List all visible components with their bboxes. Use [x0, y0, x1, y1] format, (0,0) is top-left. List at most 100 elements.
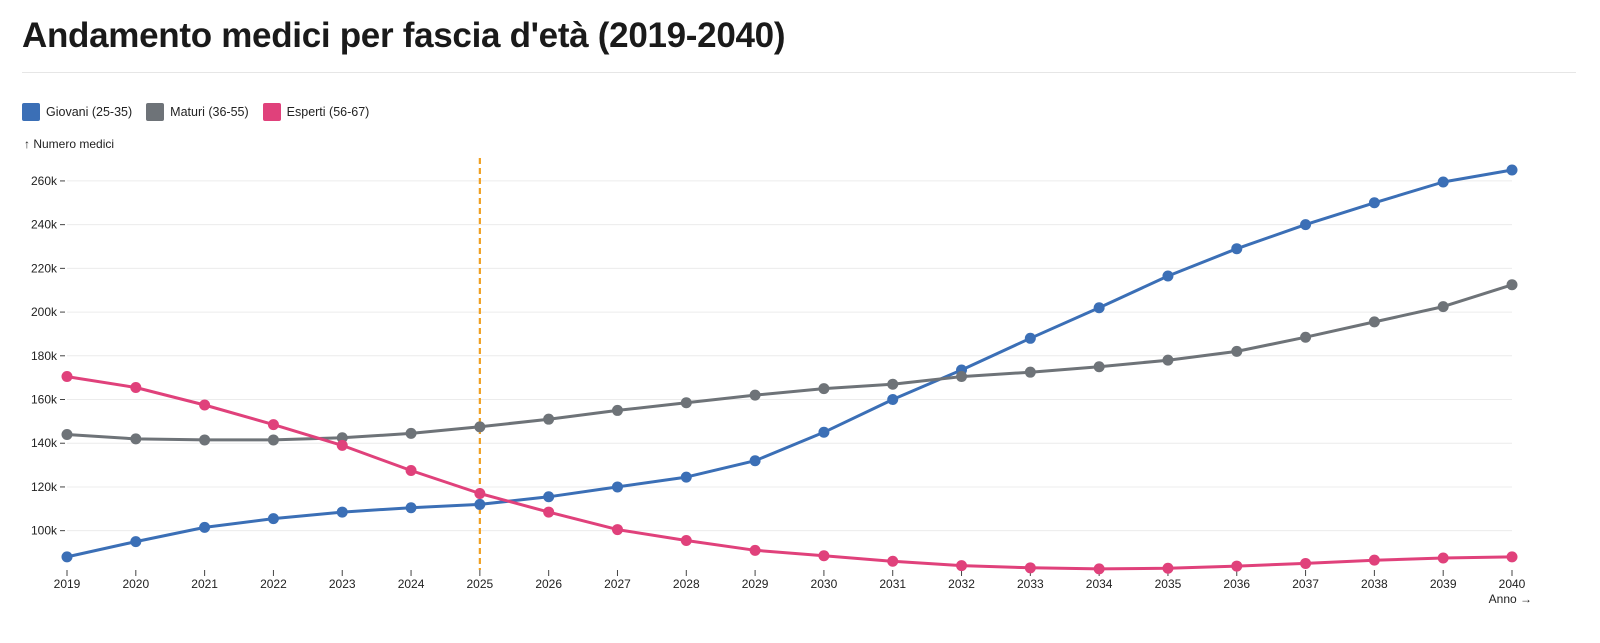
series-line-giovani	[65, 168, 1514, 559]
data-point-esperti-2025	[474, 487, 486, 499]
data-point-giovani-2027	[611, 481, 623, 493]
data-point-maturi-2029	[749, 389, 761, 401]
data-point-esperti-2023	[336, 439, 348, 451]
data-point-esperti-2033	[1024, 562, 1036, 574]
y-tick-label: 160k	[31, 393, 58, 407]
y-tick-label: 260k	[31, 174, 58, 188]
data-point-giovani-2024	[405, 502, 417, 514]
data-point-giovani-2033	[1024, 332, 1036, 344]
data-point-giovani-2025	[474, 498, 486, 510]
y-tick-label: 240k	[31, 218, 58, 232]
data-point-giovani-2030	[818, 426, 830, 438]
data-point-giovani-2029	[749, 455, 761, 467]
data-point-giovani-2023	[336, 506, 348, 518]
page-title: Andamento medici per fascia d'età (2019-…	[22, 16, 786, 55]
x-tick-label: 2023	[329, 577, 356, 591]
data-point-maturi-2025	[474, 421, 486, 433]
data-point-maturi-2032	[956, 371, 968, 383]
y-tick-label: 120k	[31, 480, 58, 494]
data-point-maturi-2030	[818, 383, 830, 395]
data-point-esperti-2038	[1368, 554, 1380, 566]
series-line-esperti	[65, 375, 1514, 571]
data-point-maturi-2027	[611, 404, 623, 416]
data-point-maturi-2019	[61, 428, 73, 440]
line-chart: 100k 120k 140k 160k 180k 200k 220k 240k 260k ↑ Nu…	[24, 137, 1532, 606]
data-point-giovani-2022	[267, 513, 279, 525]
y-tick-label: 140k	[31, 436, 58, 450]
legend: Giovani (25-35) Maturi (36-55) Esperti (…	[22, 103, 369, 121]
data-point-giovani-2034	[1093, 302, 1105, 314]
x-tick-label: 2028	[673, 577, 700, 591]
data-point-giovani-2028	[680, 471, 692, 483]
y-axis-label: ↑ Numero medici	[24, 137, 114, 151]
x-tick-label: 2025	[467, 577, 494, 591]
legend-item-giovani[interactable]: Giovani (25-35)	[22, 103, 132, 121]
data-point-maturi-2034	[1093, 361, 1105, 373]
x-tick-label: 2040	[1499, 577, 1526, 591]
data-point-giovani-2039	[1437, 176, 1449, 188]
data-point-giovani-2021	[199, 521, 211, 533]
x-tick-label: 2032	[948, 577, 975, 591]
x-tick-label: 2033	[1017, 577, 1044, 591]
data-point-giovani-2040	[1506, 164, 1518, 176]
data-point-esperti-2039	[1437, 552, 1449, 564]
data-point-maturi-2037	[1300, 331, 1312, 343]
x-tick-label: 2029	[742, 577, 769, 591]
data-point-giovani-2020	[130, 536, 142, 548]
x-tick-label: 2030	[811, 577, 838, 591]
data-point-maturi-2038	[1368, 316, 1380, 328]
data-point-maturi-2039	[1437, 301, 1449, 313]
data-point-maturi-2021	[199, 434, 211, 446]
x-tick-label: 2037	[1292, 577, 1319, 591]
data-point-giovani-2019	[61, 551, 73, 563]
series-line-maturi	[65, 283, 1514, 442]
data-point-esperti-2024	[405, 465, 417, 477]
data-point-esperti-2019	[61, 371, 73, 383]
title-divider	[22, 72, 1576, 73]
x-tick-label: 2038	[1361, 577, 1388, 591]
data-point-maturi-2036	[1231, 345, 1243, 357]
data-point-giovani-2035	[1162, 270, 1174, 282]
data-point-maturi-2023	[336, 432, 348, 444]
data-point-maturi-2024	[405, 427, 417, 439]
data-point-esperti-2035	[1162, 562, 1174, 574]
legend-item-maturi[interactable]: Maturi (36-55)	[146, 103, 249, 121]
data-point-esperti-2030	[818, 550, 830, 562]
data-point-esperti-2029	[749, 544, 761, 556]
x-tick-label: 2019	[54, 577, 81, 591]
legend-label-esperti: Esperti (56-67)	[286, 105, 370, 119]
data-point-esperti-2034	[1093, 563, 1105, 575]
data-point-esperti-2040	[1506, 551, 1518, 563]
x-tick-label: 2035	[1155, 577, 1182, 591]
legend-swatch-maturi	[146, 103, 165, 121]
x-tick-label: 2039	[1430, 577, 1457, 591]
data-point-giovani-2037	[1300, 219, 1312, 231]
x-tick-label: 2024	[398, 577, 425, 591]
y-tick-label: 200k	[31, 305, 58, 319]
data-point-giovani-2038	[1368, 197, 1380, 209]
x-tick-label: 2021	[191, 577, 218, 591]
data-point-esperti-2031	[887, 555, 899, 567]
data-point-esperti-2027	[611, 524, 623, 536]
x-tick-label: 2026	[535, 577, 562, 591]
data-point-esperti-2021	[199, 399, 211, 411]
data-point-maturi-2031	[887, 378, 899, 390]
data-point-maturi-2026	[543, 413, 555, 425]
x-tick-label: 2034	[1086, 577, 1113, 591]
data-point-giovani-2031	[887, 394, 899, 406]
y-tick-label: 100k	[31, 524, 58, 538]
data-point-esperti-2026	[543, 506, 555, 518]
x-tick-label: 2027	[604, 577, 631, 591]
data-point-esperti-2028	[680, 534, 692, 546]
x-tick-label: 2031	[879, 577, 906, 591]
data-point-maturi-2033	[1024, 366, 1036, 378]
data-point-maturi-2028	[680, 397, 692, 409]
legend-item-esperti[interactable]: Esperti (56-67)	[262, 103, 370, 121]
legend-swatch-giovani	[22, 103, 40, 121]
y-tick-label: 180k	[31, 349, 58, 363]
data-point-esperti-2020	[130, 381, 142, 393]
data-point-maturi-2040	[1506, 279, 1518, 291]
data-point-maturi-2022	[267, 434, 279, 446]
x-tick-label: 2036	[1223, 577, 1250, 591]
data-point-maturi-2035	[1162, 354, 1174, 366]
